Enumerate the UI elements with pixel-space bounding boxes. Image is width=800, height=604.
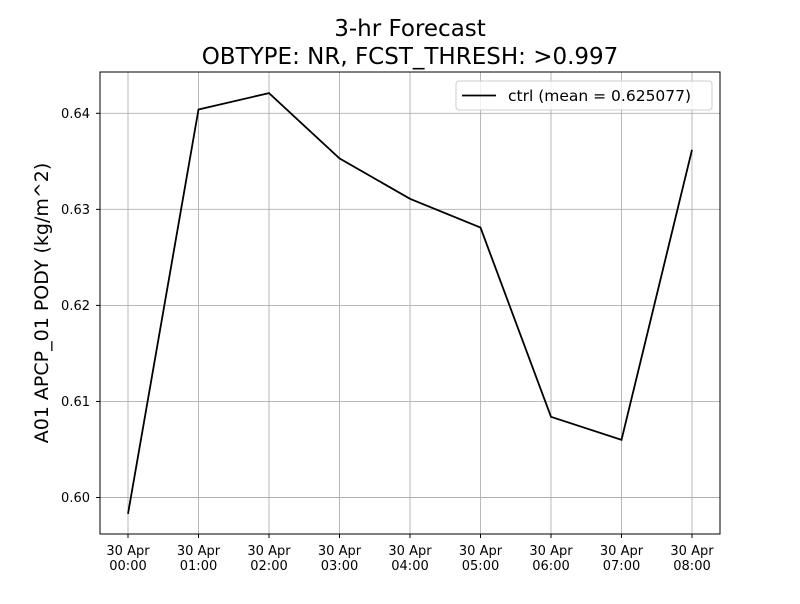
- x-tick-label-line: 30 Apr: [459, 544, 503, 559]
- x-tick-label-line: 03:00: [321, 559, 358, 574]
- x-tick-label-line: 06:00: [532, 559, 569, 574]
- x-tick-label-line: 00:00: [109, 559, 146, 574]
- x-tick-label-line: 04:00: [391, 559, 428, 574]
- x-tick-label-line: 01:00: [180, 559, 217, 574]
- x-tick-label: 30 Apr 02:00: [247, 544, 291, 574]
- chart-subtitle: OBTYPE: NR, FCST_THRESH: >0.997: [202, 44, 619, 70]
- plot-frame: [99, 71, 721, 535]
- legend-box: [455, 80, 713, 111]
- y-tick-label: 0.61: [61, 395, 90, 410]
- x-tick-label: 30 Apr 03:00: [318, 544, 362, 574]
- x-tick-label-line: 30 Apr: [388, 544, 432, 559]
- x-tick-label-line: 30 Apr: [247, 544, 291, 559]
- grid: [100, 72, 720, 534]
- x-tick-label-line: 30 Apr: [600, 544, 644, 559]
- legend: ctrl (mean = 0.625077): [455, 80, 713, 111]
- x-tick-label: 30 Apr 06:00: [529, 544, 573, 574]
- series-layer: [127, 92, 693, 514]
- x-tick-label-line: 30 Apr: [177, 544, 221, 559]
- x-tick-label: 30 Apr 07:00: [600, 544, 644, 574]
- chart-title: 3-hr Forecast: [334, 16, 486, 42]
- x-tick-label-line: 30 Apr: [670, 544, 714, 559]
- x-tick-label-line: 30 Apr: [106, 544, 150, 559]
- x-tick-label-line: 08:00: [673, 559, 710, 574]
- x-tick-label: 30 Apr 08:00: [670, 544, 714, 574]
- y-tick-label: 0.62: [61, 299, 90, 314]
- x-tick-label: 30 Apr 00:00: [106, 544, 150, 574]
- series-line: [127, 92, 693, 514]
- x-tick-label: 30 Apr 05:00: [459, 544, 503, 574]
- y-tick-label: 0.60: [61, 491, 90, 506]
- x-tick-label-line: 02:00: [250, 559, 287, 574]
- x-tick-label: 30 Apr 04:00: [388, 544, 432, 574]
- x-tick-label: 30 Apr 01:00: [177, 544, 221, 574]
- x-tick-label-line: 05:00: [462, 559, 499, 574]
- x-tick-label-line: 30 Apr: [318, 544, 362, 559]
- legend-entry-label: ctrl (mean = 0.625077): [508, 87, 691, 105]
- y-tick-label: 0.64: [61, 107, 90, 122]
- y-axis-label: A01 APCP_01 PODY (kg/m^2): [31, 163, 53, 444]
- x-tick-label-line: 30 Apr: [529, 544, 573, 559]
- y-tick-label: 0.63: [61, 203, 90, 218]
- x-tick-label-line: 07:00: [603, 559, 640, 574]
